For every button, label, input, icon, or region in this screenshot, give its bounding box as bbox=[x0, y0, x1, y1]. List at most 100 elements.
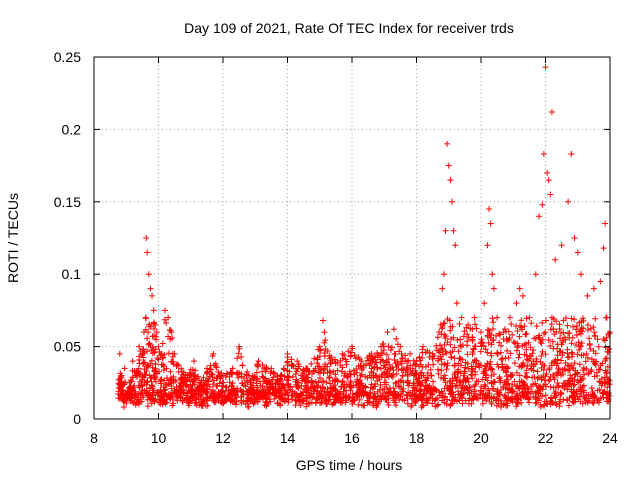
data-point bbox=[499, 355, 506, 362]
data-point bbox=[349, 400, 356, 407]
data-point bbox=[239, 388, 246, 395]
data-point bbox=[507, 350, 514, 357]
data-point bbox=[508, 321, 515, 328]
data-point bbox=[444, 360, 451, 367]
data-point bbox=[392, 380, 399, 387]
data-point bbox=[535, 374, 542, 381]
data-point bbox=[532, 389, 539, 396]
data-point bbox=[141, 366, 148, 373]
data-point bbox=[554, 372, 561, 379]
data-point bbox=[150, 373, 157, 380]
data-point bbox=[554, 352, 561, 359]
data-point bbox=[525, 357, 532, 364]
data-point bbox=[539, 336, 546, 343]
data-point bbox=[257, 382, 264, 389]
data-point bbox=[402, 352, 409, 359]
data-point bbox=[217, 375, 224, 382]
data-point bbox=[513, 369, 520, 376]
data-point bbox=[482, 346, 489, 353]
data-point bbox=[447, 177, 454, 184]
data-point bbox=[480, 370, 487, 377]
data-point bbox=[595, 343, 602, 350]
data-point bbox=[597, 395, 604, 402]
data-point bbox=[509, 387, 516, 394]
data-point bbox=[459, 384, 466, 391]
data-point bbox=[602, 344, 609, 351]
data-point bbox=[220, 372, 226, 379]
data-point bbox=[355, 362, 362, 369]
data-point bbox=[174, 388, 181, 395]
data-point bbox=[523, 352, 530, 359]
data-point bbox=[450, 227, 457, 234]
data-point bbox=[349, 343, 355, 350]
data-point bbox=[150, 346, 157, 353]
data-point bbox=[494, 349, 501, 356]
data-point bbox=[293, 368, 300, 375]
data-point bbox=[543, 317, 550, 324]
data-point bbox=[296, 396, 303, 403]
data-point bbox=[303, 365, 310, 372]
data-point bbox=[461, 376, 468, 383]
data-point bbox=[532, 380, 539, 387]
data-point bbox=[382, 374, 389, 381]
data-point bbox=[524, 384, 531, 391]
data-point bbox=[373, 359, 380, 366]
data-point bbox=[478, 329, 484, 336]
data-point bbox=[457, 362, 464, 369]
data-point bbox=[565, 377, 572, 384]
data-point bbox=[485, 339, 492, 346]
data-point bbox=[441, 341, 448, 348]
data-point bbox=[276, 394, 283, 401]
data-point bbox=[545, 336, 552, 343]
data-point bbox=[364, 399, 371, 406]
x-tick-label: 20 bbox=[473, 430, 489, 446]
data-point bbox=[573, 341, 580, 348]
data-point bbox=[145, 271, 152, 278]
data-point bbox=[303, 394, 310, 401]
data-point bbox=[263, 366, 270, 373]
data-point bbox=[171, 350, 178, 357]
data-point bbox=[231, 398, 238, 405]
data-point bbox=[472, 321, 479, 328]
data-point bbox=[135, 365, 142, 372]
data-point bbox=[191, 400, 198, 407]
data-point bbox=[516, 372, 523, 379]
data-point bbox=[224, 371, 231, 378]
data-point bbox=[174, 397, 181, 404]
data-point bbox=[597, 278, 604, 285]
y-tick-label: 0.15 bbox=[54, 194, 81, 210]
data-point bbox=[453, 377, 460, 384]
data-point bbox=[116, 384, 123, 391]
data-point bbox=[151, 367, 158, 374]
data-point bbox=[453, 382, 460, 389]
data-point bbox=[448, 353, 455, 360]
data-point bbox=[165, 314, 172, 321]
data-point bbox=[183, 377, 190, 384]
data-point bbox=[308, 377, 315, 384]
data-point bbox=[277, 402, 284, 409]
data-point bbox=[532, 271, 539, 278]
data-point bbox=[407, 362, 414, 369]
data-point bbox=[153, 329, 160, 336]
data-point bbox=[339, 350, 346, 357]
data-point bbox=[121, 365, 128, 372]
data-point bbox=[116, 350, 123, 357]
data-point bbox=[592, 315, 599, 322]
data-point bbox=[145, 393, 152, 400]
data-point bbox=[142, 371, 149, 378]
data-point bbox=[504, 364, 511, 371]
data-point bbox=[497, 379, 504, 386]
data-point bbox=[523, 373, 530, 380]
data-point bbox=[484, 326, 491, 333]
data-point bbox=[385, 356, 392, 363]
data-point bbox=[429, 400, 436, 407]
data-point bbox=[319, 317, 326, 324]
data-point bbox=[451, 344, 458, 351]
data-point bbox=[503, 378, 510, 385]
data-point bbox=[486, 364, 493, 371]
data-point bbox=[540, 373, 547, 380]
data-point bbox=[490, 371, 497, 378]
data-point bbox=[573, 323, 580, 330]
data-point bbox=[163, 365, 170, 372]
data-point bbox=[297, 391, 304, 398]
